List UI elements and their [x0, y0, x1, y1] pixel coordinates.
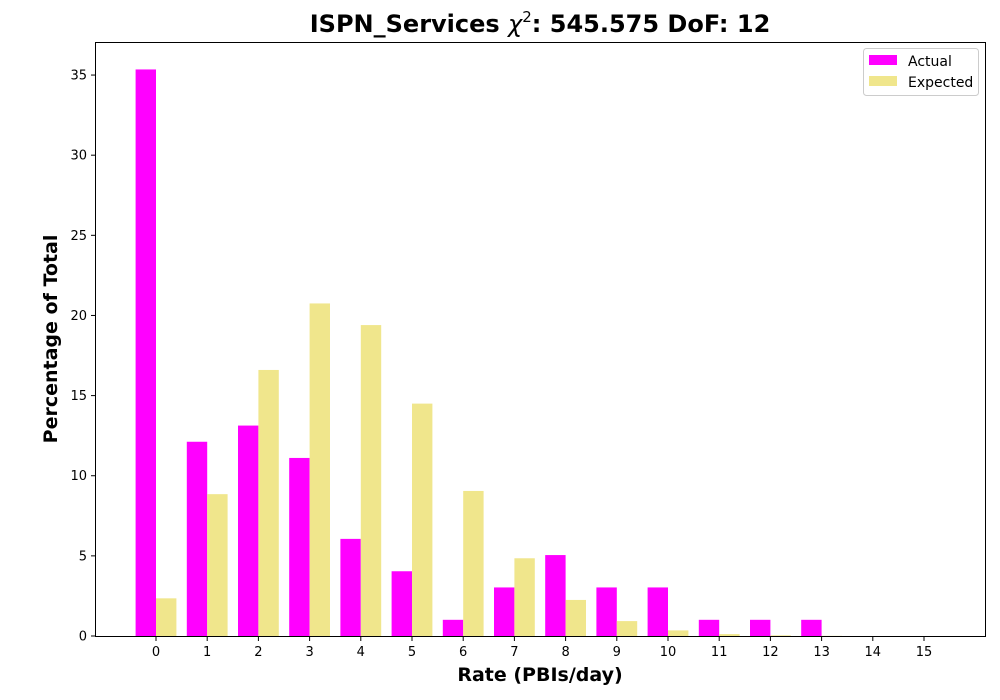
y-tick-label: 10	[70, 469, 87, 484]
legend-label-expected: Expected	[908, 75, 973, 91]
bar-actual-7	[494, 587, 515, 636]
legend-label-actual: Actual	[908, 54, 952, 70]
bar-actual-5	[391, 571, 412, 636]
x-tick-label: 13	[813, 645, 830, 660]
legend-swatch-expected	[869, 76, 897, 86]
bar-expected-1	[207, 494, 228, 636]
bar-actual-1	[186, 441, 208, 636]
bar-expected-10	[668, 630, 689, 636]
bar-actual-10	[647, 587, 668, 636]
y-tick-label: 25	[70, 229, 87, 244]
bar-expected-4	[360, 325, 382, 636]
bar-expected-2	[258, 369, 279, 636]
x-tick-label: 11	[711, 645, 728, 660]
x-tick-label: 6	[459, 645, 467, 660]
bar-actual-11	[698, 619, 720, 636]
plot-area-frame	[95, 42, 986, 637]
x-tick-label: 9	[613, 645, 621, 660]
bar-expected-6	[463, 490, 484, 636]
y-axis-label: Percentage of Total	[40, 235, 62, 444]
y-tick-label: 30	[70, 149, 87, 164]
y-axis-ticks: 0 5 10 15 20 25 30 35	[70, 69, 96, 645]
x-tick-label: 12	[762, 645, 779, 660]
bar-expected-8	[565, 599, 586, 636]
bar-expected-5	[412, 403, 433, 636]
bar-expected-7	[514, 558, 535, 636]
bar-actual-0	[135, 69, 156, 637]
x-axis-ticks: 0 1 2 3 4 5 6 7 8 9 10 11 12 13 14 15	[152, 636, 932, 660]
legend-swatch-actual	[869, 55, 897, 65]
bar-actual-6	[442, 619, 464, 636]
bar-actual-2	[238, 425, 259, 636]
x-tick-label: 7	[510, 645, 518, 660]
bar-actual-3	[289, 457, 310, 636]
bar-expected-0	[156, 598, 177, 636]
bar-actual-12	[750, 619, 771, 636]
bar-actual-9	[596, 587, 617, 636]
bar-expected-11	[719, 634, 740, 636]
chart-title: ISPN_Services χ2: 545.575 DoF: 12	[310, 8, 771, 38]
y-tick-label: 20	[70, 309, 87, 324]
x-tick-label: 8	[561, 645, 569, 660]
bar-actual-13	[801, 619, 822, 636]
y-tick-label: 35	[70, 69, 87, 84]
bar-actual-4	[340, 538, 361, 636]
y-tick-label: 15	[70, 389, 87, 404]
x-tick-label: 3	[305, 645, 313, 660]
x-tick-label: 4	[357, 645, 365, 660]
legend: Actual Expected	[863, 48, 979, 96]
x-tick-label: 10	[660, 645, 677, 660]
bar-expected-12	[770, 635, 791, 636]
x-tick-label: 5	[408, 645, 416, 660]
x-tick-label: 2	[254, 645, 262, 660]
x-tick-label: 14	[865, 645, 882, 660]
x-tick-label: 15	[916, 645, 933, 660]
x-tick-label: 1	[203, 645, 211, 660]
y-tick-label: 5	[79, 549, 87, 564]
y-tick-label: 0	[79, 630, 87, 645]
x-axis-label: Rate (PBIs/day)	[457, 664, 622, 686]
bars-group	[135, 69, 842, 637]
bar-expected-9	[616, 621, 638, 636]
bar-actual-8	[545, 555, 566, 636]
x-tick-label: 0	[152, 645, 160, 660]
bar-expected-3	[309, 303, 330, 636]
